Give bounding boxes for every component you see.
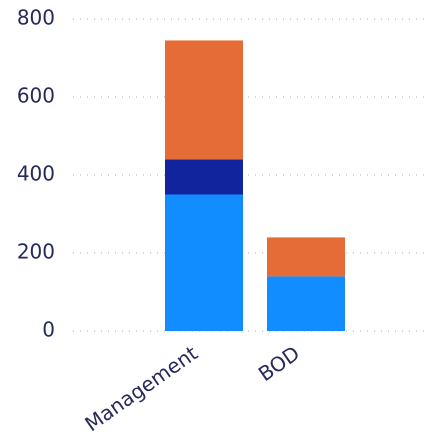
y-tick-label: 600: [17, 84, 55, 108]
bar-segment: [165, 194, 243, 331]
y-tick-label: 200: [17, 240, 55, 264]
y-tick-label: 400: [17, 162, 55, 186]
x-tick-label: Management: [80, 341, 202, 436]
y-tick-label: 0: [42, 318, 55, 342]
bar-segment: [267, 237, 345, 277]
bar-segment: [165, 40, 243, 160]
y-tick-label: 800: [17, 6, 55, 30]
x-tick-label: BOD: [254, 341, 304, 386]
bar-segment: [267, 276, 345, 331]
bar-segment: [165, 159, 243, 195]
